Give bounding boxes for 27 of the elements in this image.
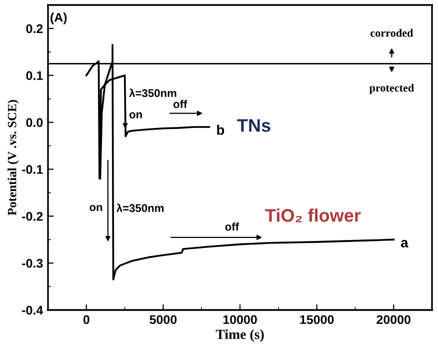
- x-tick-label: 10000: [223, 315, 257, 324]
- annotation: λ=350nm: [129, 88, 176, 98]
- y-tick-label: -0.1: [22, 165, 43, 174]
- y-tick-label: 0.2: [26, 24, 43, 34]
- annotation: corroded: [370, 28, 414, 37]
- series-label: b: [217, 124, 224, 135]
- x-tick-label: 5000: [150, 315, 177, 324]
- annotation: TNs: [237, 119, 270, 132]
- y-axis-title: Potential (V .vs. SCE): [7, 100, 19, 216]
- series-label: a: [400, 240, 408, 248]
- y-tick-label: -0.3: [22, 258, 43, 268]
- x-axis-title: Time (s): [216, 329, 264, 342]
- annotation: TiO₂ flower: [265, 208, 361, 222]
- x-tick-label: 0: [83, 315, 90, 324]
- y-tick-label: 0.1: [26, 71, 43, 80]
- annotation: λ=350nm: [116, 204, 164, 212]
- annotation: on: [129, 112, 142, 118]
- annotation: on: [90, 205, 102, 212]
- annotation: off: [173, 100, 188, 108]
- annotation: protected: [369, 84, 414, 94]
- x-tick-label: 15000: [300, 315, 334, 324]
- y-tick-label: -0.2: [22, 212, 43, 221]
- x-tick-label: 20000: [376, 315, 410, 324]
- annotation: (A): [50, 12, 67, 24]
- y-tick-label: -0.4: [22, 306, 44, 315]
- y-tick-label: 0.0: [26, 118, 43, 127]
- annotation: off: [225, 222, 240, 231]
